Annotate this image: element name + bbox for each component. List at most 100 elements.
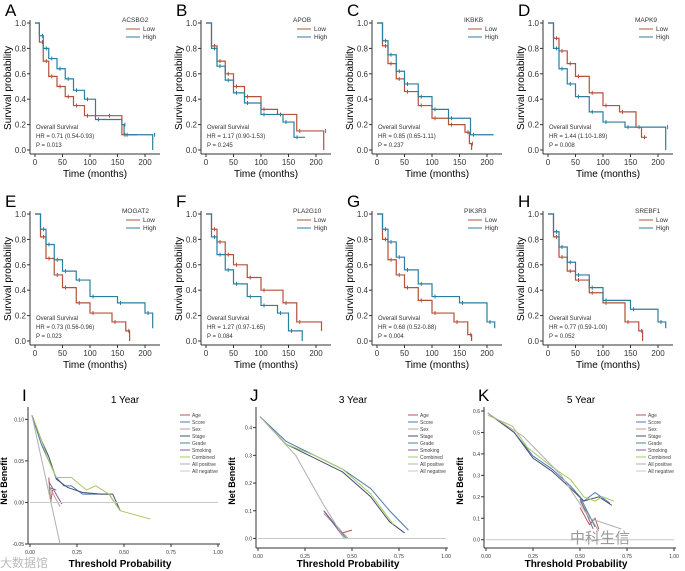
- panel-B: B 0 50 100 150 200 0.0 0.2 0.4 0.6 0.8 1.0 Time (mon…: [174, 1, 331, 180]
- annotation: HR = 1.44 (1.10-1.89): [549, 134, 607, 140]
- y-tick-label: 0.4: [245, 426, 252, 432]
- x-tick-label: 1.00: [213, 550, 223, 556]
- panel-letter: E: [5, 192, 16, 211]
- x-tick-label: 0.00: [481, 554, 491, 560]
- x-tick-label: 100: [254, 158, 268, 167]
- x-tick-label: 0.50: [347, 554, 357, 560]
- y-tick-label: 0.2: [528, 121, 540, 130]
- chart-title: 1 Year: [111, 395, 140, 406]
- x-tick-label: 0.25: [528, 554, 538, 560]
- legend-title: SREBF1: [635, 208, 661, 215]
- y-tick-label: 0.3: [245, 453, 252, 459]
- panel-letter: H: [518, 192, 530, 211]
- dca-line-score: [31, 415, 121, 512]
- y-axis-label: Survival probability: [345, 237, 356, 321]
- x-tick-label: 100: [83, 158, 97, 167]
- annotation: P = 0.052: [549, 334, 575, 340]
- y-tick-label: 0.8: [186, 235, 198, 244]
- km-curve-high: [35, 213, 154, 329]
- annotation: HR = 0.77 (0.59-1.00): [549, 325, 607, 331]
- y-tick-label: 0.8: [357, 235, 369, 244]
- y-tick-label: 0.5: [473, 430, 480, 436]
- x-tick-label: 0.75: [394, 554, 404, 560]
- y-tick-label: 1.0: [357, 19, 369, 28]
- km-curve-high: [377, 22, 494, 136]
- panel-letter: F: [176, 192, 186, 211]
- panel-I: I0.00 0.25 0.50 0.75 1.00-0.050.000.050.10Th…: [0, 386, 223, 570]
- y-tick-label: 0.10: [14, 417, 24, 423]
- dca-line-smoking: [48, 481, 63, 505]
- y-tick-label: 0.4: [357, 95, 369, 104]
- x-tick-label: 0: [375, 158, 380, 167]
- legend-label: Low: [656, 217, 668, 224]
- dca-line-all-positive: [259, 416, 345, 539]
- km-curve-high: [206, 22, 305, 138]
- panel-letter: G: [347, 192, 360, 211]
- legend-label: High: [656, 225, 670, 232]
- dca-line-grade: [579, 496, 596, 528]
- chart-title: 5 Year: [567, 395, 596, 406]
- legend-label: Low: [656, 26, 668, 33]
- dca-line-score: [259, 416, 409, 531]
- legend-label: Age: [420, 413, 429, 419]
- y-tick-label: 0.0: [186, 337, 198, 346]
- x-tick-label: 100: [596, 158, 610, 167]
- y-tick-label: 0.0: [528, 146, 540, 155]
- x-tick-label: 150: [453, 349, 467, 358]
- legend-label: High: [314, 34, 328, 41]
- y-tick-label: 1.0: [15, 210, 27, 219]
- panel-letter: C: [347, 1, 359, 20]
- y-tick-label: 0.0: [528, 337, 540, 346]
- panel-H: H 0 50 100 150 200 0.0 0.2 0.4 0.6 0.8 1.0 Time (mon…: [516, 192, 673, 371]
- x-tick-label: 0.25: [300, 554, 310, 560]
- legend-label: Smoking: [648, 448, 668, 454]
- legend-label: Sex: [192, 427, 201, 433]
- y-tick-label: 0.6: [15, 70, 27, 79]
- x-tick-label: 50: [400, 158, 409, 167]
- x-tick-label: 100: [83, 349, 97, 358]
- legend-label: Stage: [420, 434, 433, 440]
- km-curve-low: [35, 22, 137, 136]
- legend-label: All negative: [420, 469, 446, 475]
- y-axis-label: Net Benefit: [456, 457, 465, 505]
- km-curve-high: [206, 213, 303, 341]
- y-tick-label: 0.2: [15, 121, 27, 130]
- y-tick-label: 1.0: [15, 19, 27, 28]
- y-tick-label: 0.8: [528, 235, 540, 244]
- x-tick-label: 0: [33, 349, 38, 358]
- y-tick-label: 0.0: [15, 146, 27, 155]
- x-tick-label: 200: [480, 349, 494, 358]
- dca-line-all-positive: [487, 412, 622, 530]
- y-tick-label: 0.0: [186, 146, 198, 155]
- annotation: P = 0.008: [549, 143, 575, 149]
- legend-label: High: [314, 225, 328, 232]
- panel-letter: J: [250, 386, 259, 405]
- legend-label: Low: [314, 217, 326, 224]
- y-tick-label: 0.4: [15, 95, 27, 104]
- legend-label: Stage: [192, 434, 205, 440]
- legend-label: Score: [420, 420, 433, 426]
- legend-label: All negative: [192, 469, 218, 475]
- y-tick-label: 0.8: [357, 44, 369, 53]
- y-tick-label: 0.0: [15, 337, 27, 346]
- y-tick-label: 0.8: [186, 44, 198, 53]
- y-tick-label: -0.05: [13, 542, 25, 548]
- panel-D: D 0 50 100 150 200 0.0 0.2 0.4 0.6 0.8 1.0 Time (mon…: [516, 1, 673, 180]
- legend-label: All positive: [192, 462, 216, 468]
- legend-label: Stage: [648, 434, 661, 440]
- y-tick-label: 0.2: [528, 312, 540, 321]
- x-tick-label: 0.75: [622, 554, 632, 560]
- panel-F: F 0 50 100 150 200 0.0 0.2 0.4 0.6 0.8 1.0 Time (mon…: [174, 192, 331, 371]
- legend-label: Grade: [192, 441, 206, 447]
- annotation: HR = 1.17 (0.90-1.53): [207, 134, 265, 140]
- y-axis-label: Survival probability: [174, 237, 185, 321]
- legend-label: Sex: [420, 427, 429, 433]
- y-tick-label: 0.6: [473, 409, 480, 415]
- annotation: Overall Survival: [549, 125, 591, 131]
- legend-label: Low: [485, 217, 497, 224]
- watermark-right: 中科生信: [570, 530, 631, 547]
- legend-label: All positive: [420, 462, 444, 468]
- y-tick-label: 0.2: [357, 121, 369, 130]
- panel-letter: K: [478, 386, 490, 405]
- y-tick-label: 0.4: [15, 286, 27, 295]
